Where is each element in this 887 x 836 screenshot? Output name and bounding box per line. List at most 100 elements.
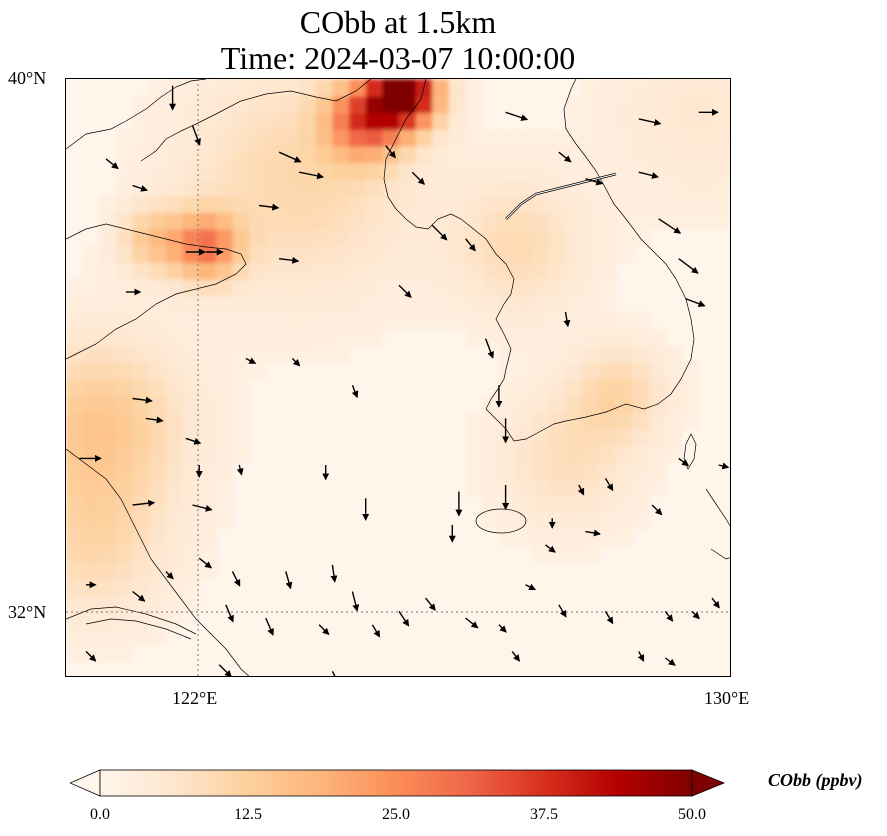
concentration-cell [565,511,584,530]
concentration-cell [465,145,484,164]
concentration-cell [715,178,730,197]
concentration-cell [565,544,584,563]
concentration-cell [682,95,700,114]
wind-arrow-78 [331,670,336,676]
concentration-cell [698,195,717,214]
concentration-cell [515,495,534,513]
wind-arrow-67 [465,617,479,629]
concentration-cell [482,212,500,230]
concentration-cell [632,411,650,430]
wind-arrow-29 [245,357,257,364]
concentration-cell [498,228,517,247]
concentration-cell [199,478,217,496]
concentration-cell [382,245,400,263]
concentration-cell [149,245,167,263]
concentration-cell [582,112,600,130]
concentration-cell [82,345,101,363]
concentration-cell [99,644,117,663]
concentration-cell [199,278,217,297]
concentration-cell [182,428,201,446]
concentration-cell [66,628,84,646]
concentration-cell [648,79,667,97]
concentration-cell [315,162,334,180]
concentration-cell [615,428,633,446]
concentration-cell [82,578,101,596]
concentration-cell [99,311,117,330]
concentration-cell [532,428,550,446]
concentration-cell [582,128,600,147]
wind-arrow-36 [236,464,244,476]
concentration-cell [165,511,184,530]
concentration-cell [149,162,167,180]
concentration-cell [132,628,151,646]
concentration-cell [149,295,167,313]
concentration-cell [132,511,151,530]
concentration-cell [598,112,617,130]
concentration-cell [532,511,550,530]
concentration-cell [598,428,617,446]
concentration-cell [482,162,500,180]
concentration-cell [515,445,534,463]
concentration-cell [332,228,350,247]
wind-arrow-61 [225,604,234,623]
concentration-cell [332,328,350,347]
wind-arrow-72 [637,651,645,662]
wind-arrow-65 [398,611,410,627]
concentration-cell [498,395,517,413]
concentration-cell [99,328,117,347]
concentration-cell [99,544,117,563]
concentration-cell [482,245,500,263]
concentration-cell [582,478,600,496]
wind-arrow-68 [498,624,507,633]
wind-arrow-31 [351,384,359,399]
concentration-cell [115,195,134,214]
concentration-cell [299,162,317,180]
concentration-cell [332,162,350,180]
concentration-cell [615,212,633,230]
wind-arrow-34 [185,437,202,445]
concentration-cell [598,95,617,114]
concentration-cell [399,262,417,280]
concentration-cell [265,328,284,347]
concentration-cell [565,328,584,347]
concentration-cell [66,295,84,313]
concentration-cell [648,478,667,496]
concentration-cell [365,195,384,214]
concentration-cell [215,112,234,130]
concentration-cell [415,145,434,164]
concentration-cell [199,328,217,347]
concentration-cell [199,544,217,563]
concentration-cell [582,345,600,363]
concentration-cell [182,212,201,230]
wind-arrow-3 [132,184,148,192]
concentration-cell [282,278,301,297]
concentration-cell [399,178,417,197]
concentration-cell [132,411,151,430]
concentration-cell [132,245,151,263]
concentration-cell [715,212,730,230]
concentration-cell [82,295,101,313]
concentration-cell [682,128,700,147]
concentration-cell [299,145,317,164]
wind-arrow-48 [651,504,663,516]
concentration-cell [598,195,617,214]
concentration-cell [165,495,184,513]
concentration-cell [132,128,151,147]
concentration-cell [299,245,317,263]
concentration-cell [498,162,517,180]
concentration-cell [448,278,467,297]
concentration-cell [365,162,384,180]
concentration-cell [399,245,417,263]
concentration-cell [165,411,184,430]
concentration-cell [349,79,367,97]
wind-vector-layer [79,85,730,676]
concentration-cell [648,361,667,380]
concentration-cell [448,145,467,164]
concentration-cell [215,212,234,230]
wind-arrow-79 [511,650,520,662]
concentration-cell [66,478,84,496]
concentration-cell [482,128,500,147]
concentration-cell [182,79,201,97]
concentration-cell [465,295,484,313]
concentration-cell [215,178,234,197]
